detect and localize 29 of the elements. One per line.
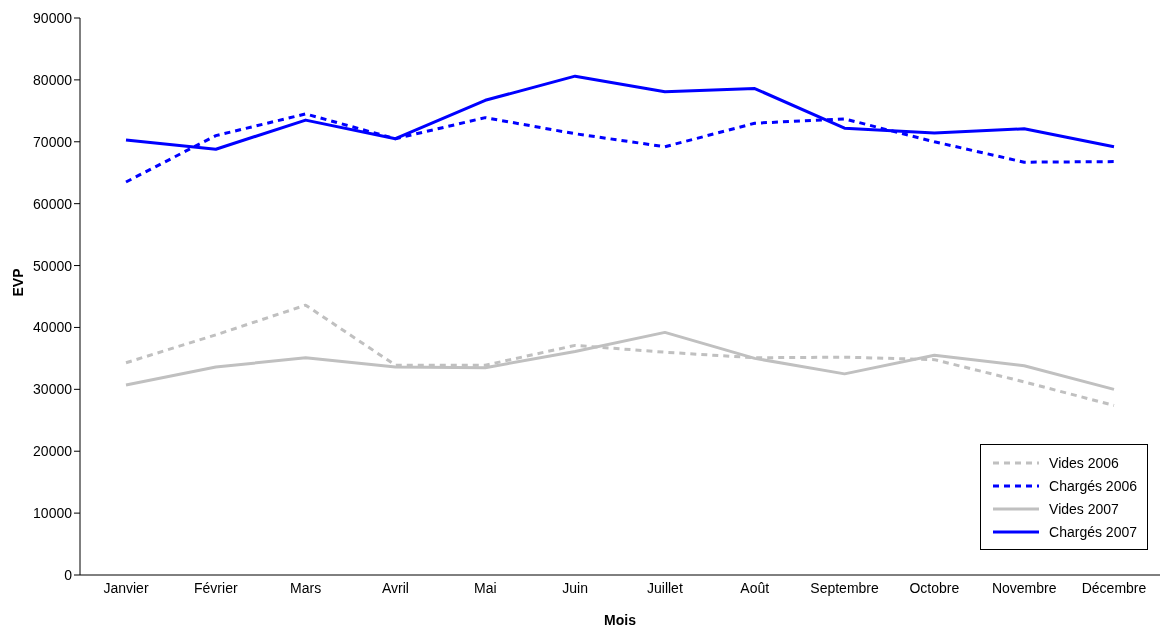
x-tick-label: Novembre [991, 579, 1057, 596]
y-tick-label: 10000 [33, 505, 73, 522]
x-tick-label: Septembre [810, 579, 879, 596]
x-tick-label: Mars [290, 579, 322, 596]
x-tick-label: Février [194, 579, 238, 596]
y-tick-label: 80000 [33, 71, 73, 88]
y-tick-label: 40000 [33, 319, 73, 336]
x-tick-label: Août [740, 579, 770, 596]
y-tick-label: 0 [64, 566, 73, 583]
y-tick-label: 60000 [33, 195, 73, 212]
y-tick-label: 70000 [33, 133, 73, 150]
y-tick-label: 90000 [33, 9, 73, 26]
legend-label: Chargés 2006 [1049, 477, 1137, 494]
x-tick-label: Juillet [647, 579, 683, 596]
legend-label: Vides 2006 [1049, 454, 1119, 471]
x-axis-title: Mois [604, 612, 637, 628]
legend-label: Vides 2007 [1049, 500, 1119, 517]
y-tick-label: 30000 [33, 381, 73, 398]
y-tick-label: 50000 [33, 257, 73, 274]
x-tick-label: Juin [562, 579, 588, 596]
x-tick-label: Avril [381, 579, 409, 596]
x-tick-label: Janvier [103, 579, 149, 596]
x-tick-label: Mai [473, 579, 497, 596]
x-tick-label: Octobre [909, 579, 960, 596]
y-tick-label: 20000 [33, 443, 73, 460]
y-axis-title: EVP [9, 268, 26, 297]
legend-label: Chargés 2007 [1049, 523, 1137, 540]
x-tick-label: Décembre [1081, 579, 1147, 596]
line-series [124, 303, 1116, 407]
